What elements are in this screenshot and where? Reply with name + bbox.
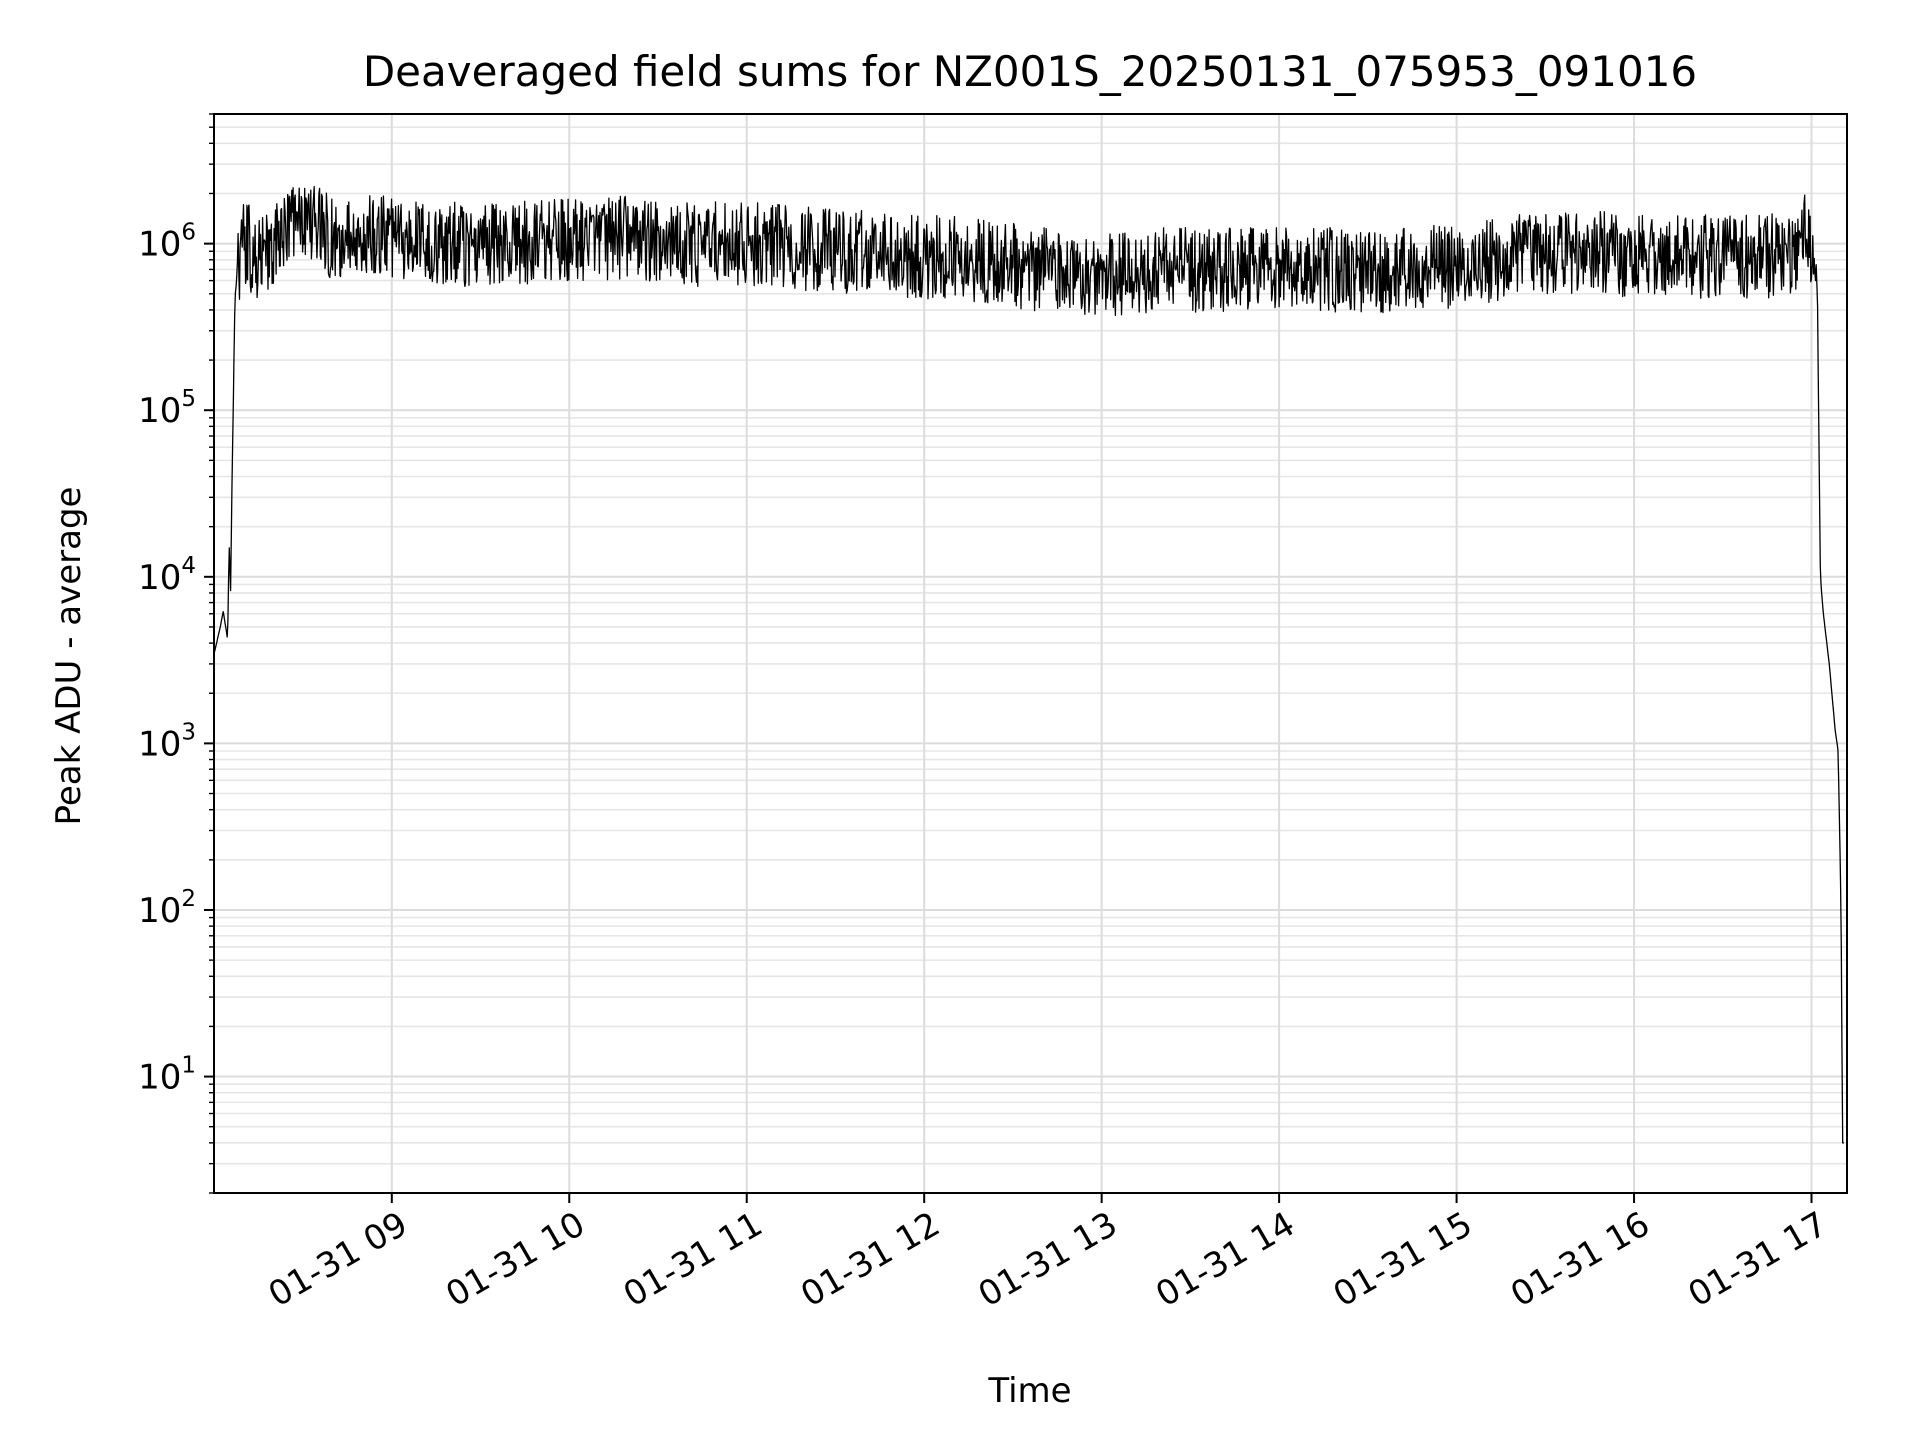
series-layer (213, 185, 1845, 1144)
y-tick-label: 102 (138, 886, 196, 931)
grid-layer (214, 113, 1847, 1194)
y-tick-label: 101 (138, 1053, 196, 1098)
y-axis-title: Peak ADU - average (49, 487, 89, 826)
series-line (213, 185, 1845, 1144)
y-tick-label: 103 (138, 719, 196, 764)
chart-title: Deaveraged field sums for NZ001S_2025013… (363, 47, 1697, 96)
ticks-layer (204, 113, 1813, 1203)
y-tick-label: 105 (138, 386, 196, 431)
plot-frame (213, 113, 1848, 1194)
y-tick-label: 104 (138, 553, 196, 598)
y-tick-label: 106 (138, 220, 196, 265)
x-axis-title: Time (987, 1371, 1071, 1411)
